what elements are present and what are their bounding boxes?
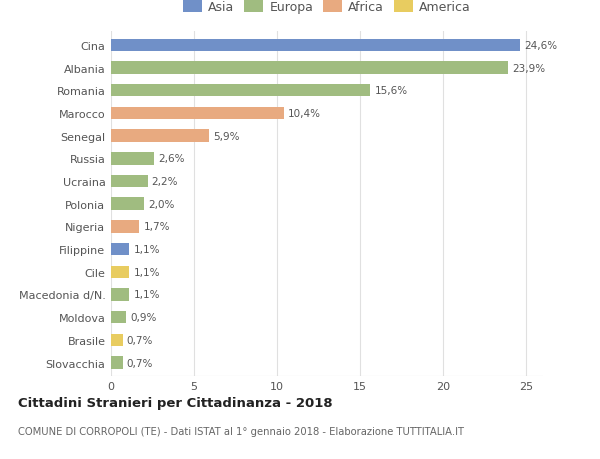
Bar (111, 39, 520, 52)
Bar (111, 357, 122, 369)
Bar (111, 266, 129, 279)
Text: 1,1%: 1,1% (133, 267, 160, 277)
Text: 1,1%: 1,1% (133, 245, 160, 255)
Text: 0,9%: 0,9% (130, 313, 157, 323)
Text: 2,2%: 2,2% (152, 177, 178, 187)
Bar (111, 311, 126, 324)
Bar (111, 243, 129, 256)
Legend: Asia, Europa, Africa, America: Asia, Europa, Africa, America (181, 0, 473, 17)
Text: 0,7%: 0,7% (127, 358, 153, 368)
Bar (111, 221, 139, 233)
Bar (111, 153, 154, 165)
Text: 2,6%: 2,6% (158, 154, 185, 164)
Bar (111, 198, 144, 211)
Bar (111, 175, 148, 188)
Bar (111, 289, 129, 301)
Bar (111, 107, 284, 120)
Text: 2,0%: 2,0% (148, 199, 175, 209)
Text: 5,9%: 5,9% (213, 131, 239, 141)
Bar (111, 130, 209, 143)
Text: 1,7%: 1,7% (143, 222, 170, 232)
Text: Cittadini Stranieri per Cittadinanza - 2018: Cittadini Stranieri per Cittadinanza - 2… (18, 396, 332, 409)
Text: 24,6%: 24,6% (524, 41, 557, 50)
Text: COMUNE DI CORROPOLI (TE) - Dati ISTAT al 1° gennaio 2018 - Elaborazione TUTTITAL: COMUNE DI CORROPOLI (TE) - Dati ISTAT al… (18, 426, 464, 436)
Text: 15,6%: 15,6% (374, 86, 407, 96)
Bar (111, 334, 122, 347)
Text: 1,1%: 1,1% (133, 290, 160, 300)
Text: 10,4%: 10,4% (288, 109, 321, 119)
Bar (111, 62, 508, 75)
Text: 0,7%: 0,7% (127, 335, 153, 345)
Text: 23,9%: 23,9% (512, 63, 545, 73)
Bar (111, 85, 370, 97)
